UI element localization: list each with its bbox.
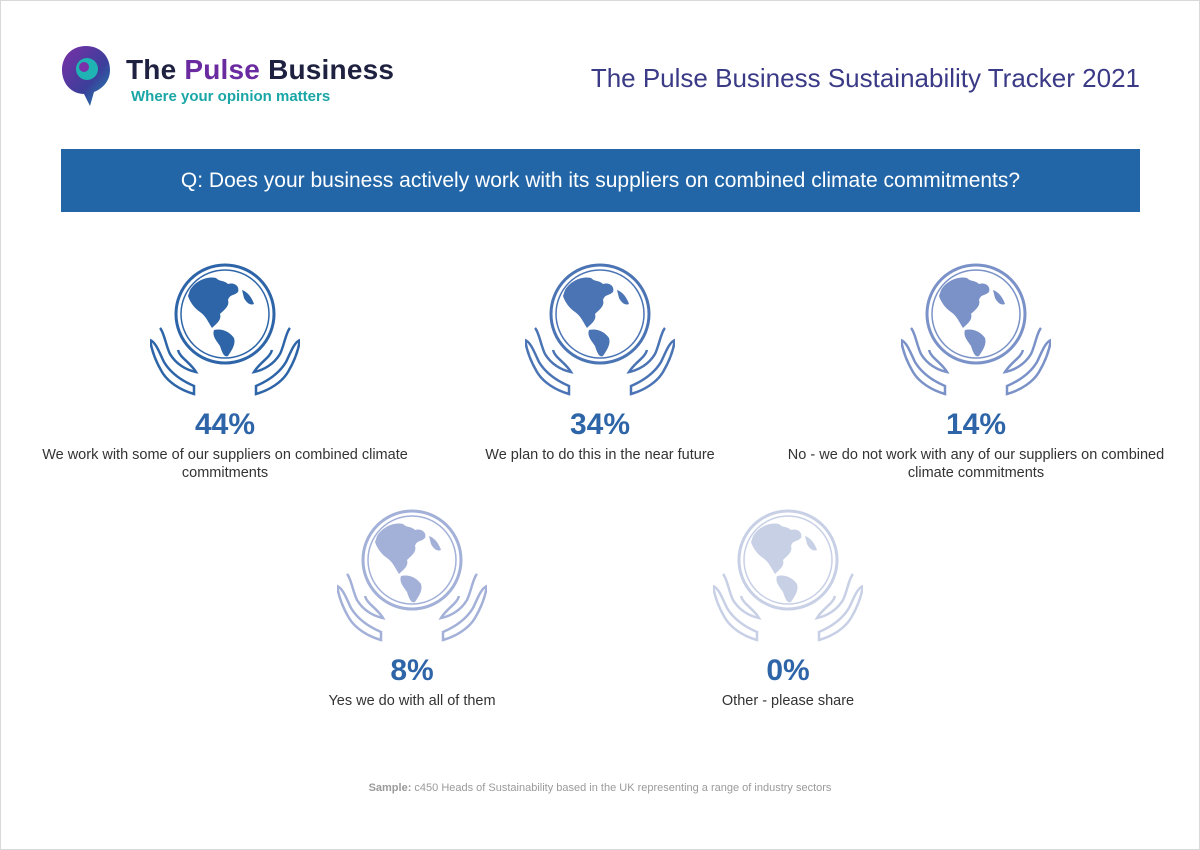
result-label: We plan to do this in the near future [485,447,715,463]
question-banner: Q: Does your business actively work with… [61,149,1140,212]
result-card: 0% Other - please share [598,508,978,710]
result-label: Other - please share [721,693,855,709]
result-card: 44% We work with some of our suppliers on… [35,262,415,482]
logo: The Pulse Business Where your opinion ma… [60,44,394,110]
globe-in-hands-icon [337,509,487,642]
globe-in-hands-icon [901,263,1051,396]
brand-tagline: Where your opinion matters [131,88,331,105]
result-label: No - we do not work with any of our supp… [787,447,1165,481]
globe-in-hands-icon [525,263,675,396]
result-percent: 44% [194,408,256,441]
question-text: Q: Does your business actively work with… [180,168,1021,192]
result-label: Yes we do with all of them [328,693,496,709]
result-card: 34% We plan to do this in the near future [410,262,790,464]
result-percent: 34% [569,408,631,441]
result-percent: 14% [945,408,1007,441]
brand-name: The Pulse Business [126,54,395,85]
result-percent: 8% [390,654,434,687]
result-label: We work with some of our suppliers on co… [42,447,408,481]
globe-in-hands-icon [713,509,863,642]
pulse-logo-icon [62,46,110,106]
result-card: 14% No - we do not work with any of our s… [786,262,1166,482]
report-title: The Pulse Business Sustainability Tracke… [590,63,1140,93]
result-card: 8% Yes we do with all of them [222,508,602,710]
result-percent: 0% [766,654,810,687]
sample-footnote: Sample: c450 Heads of Sustainability bas… [368,782,832,794]
globe-in-hands-icon [150,263,300,396]
